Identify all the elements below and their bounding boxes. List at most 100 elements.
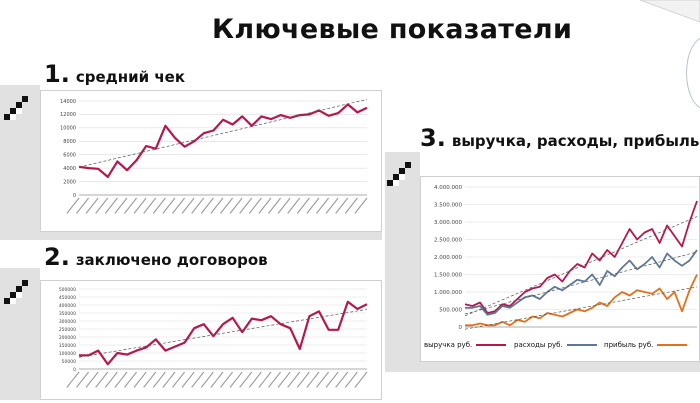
x-tick-mark	[248, 371, 262, 388]
x-tick-mark	[76, 197, 90, 214]
legend-swatch	[476, 344, 507, 346]
corner-fold-decoration	[639, 0, 700, 23]
x-tick-mark	[335, 371, 349, 388]
trend-line	[78, 308, 368, 358]
y-tick-label: 0	[73, 367, 76, 373]
x-tick-mark	[210, 197, 224, 214]
section-1-heading: 1. средний чек	[44, 60, 185, 88]
legend-label: расходы руб.	[514, 341, 563, 349]
series-line	[78, 103, 368, 179]
y-tick-label: 3.500.000	[434, 202, 462, 208]
y-tick-label: 250000	[59, 327, 76, 333]
x-tick-mark	[124, 371, 138, 388]
x-tick-mark	[220, 371, 234, 388]
x-tick-mark	[143, 197, 157, 214]
x-tick-mark	[248, 197, 262, 214]
x-tick-mark	[335, 197, 349, 214]
pixel-staircase-icon	[387, 162, 411, 186]
x-tick-mark	[66, 371, 80, 388]
x-tick-mark	[354, 197, 368, 214]
x-tick-mark	[296, 197, 310, 214]
x-tick-mark	[191, 371, 205, 388]
x-tick-mark	[162, 197, 176, 214]
y-tick-label: 150000	[59, 343, 76, 349]
legend-swatch	[657, 344, 688, 346]
x-tick-mark	[344, 197, 358, 214]
x-tick-mark	[114, 371, 128, 388]
x-tick-mark	[296, 371, 310, 388]
y-tick-label: 200000	[59, 335, 76, 341]
section-label: выручка, расходы, прибыль	[451, 132, 700, 150]
y-tick-label: 1.500.000	[434, 272, 462, 278]
corner-ring-decoration	[686, 36, 700, 110]
x-tick-mark	[114, 197, 128, 214]
series-line	[79, 300, 368, 366]
y-tick-label: 12000	[60, 112, 76, 118]
series-line	[464, 200, 698, 314]
x-tick-mark	[229, 371, 243, 388]
x-tick-mark	[104, 197, 118, 214]
y-tick-label: 14000	[60, 99, 76, 105]
trend-line	[464, 286, 698, 330]
x-tick-mark	[325, 197, 339, 214]
y-tick-label: 6000	[63, 153, 76, 159]
x-tick-mark	[268, 197, 282, 214]
section-label: средний чек	[75, 68, 186, 86]
section-number: 3.	[420, 124, 446, 152]
x-tick-mark	[104, 371, 118, 388]
trend-line	[464, 251, 698, 315]
legend-item-expenses: расходы руб.	[514, 341, 597, 349]
y-tick-label: 0	[459, 325, 463, 331]
y-tick-label: 350000	[59, 311, 76, 317]
pixel-staircase-icon	[4, 96, 28, 120]
y-tick-label: 1.000.000	[434, 290, 462, 296]
chart-contracts: 0 50000 100000 150000 200000 250000 300000 3500…	[40, 280, 382, 400]
y-tick-label: 10000	[60, 126, 76, 132]
x-tick-mark	[258, 371, 272, 388]
section-2-heading: 2. заключено договоров	[44, 243, 268, 271]
y-tick-label: 400000	[59, 303, 76, 309]
x-tick-mark	[124, 197, 138, 214]
pixel-staircase-icon	[4, 280, 28, 304]
y-tick-label: 4.000.000	[434, 185, 462, 191]
band-1-bottom	[40, 232, 382, 240]
x-tick-mark	[316, 197, 330, 214]
x-tick-mark	[200, 197, 214, 214]
x-tick-mark	[76, 371, 90, 388]
y-tick-label: 450000	[59, 295, 76, 301]
x-tick-mark	[277, 371, 291, 388]
x-tick-mark	[143, 371, 157, 388]
chart-3-legend: выручка руб. расходы руб. прибыль руб.	[422, 341, 700, 357]
x-tick-mark	[66, 197, 80, 214]
x-tick-mark	[162, 371, 176, 388]
y-tick-label: 2000	[63, 179, 76, 185]
y-tick-label: 3.000.000	[434, 220, 462, 226]
y-tick-label: 0	[73, 193, 76, 199]
band-3-left	[385, 152, 420, 372]
x-tick-mark	[229, 197, 243, 214]
x-tick-mark	[344, 371, 358, 388]
y-tick-label: 4000	[63, 166, 76, 172]
x-tick-mark	[306, 197, 320, 214]
section-label: заключено договоров	[75, 251, 268, 269]
x-tick-mark	[133, 371, 147, 388]
y-tick-label: 8000	[63, 139, 76, 145]
x-tick-mark	[181, 371, 195, 388]
legend-label: прибыль руб.	[604, 341, 654, 349]
x-tick-mark	[95, 197, 109, 214]
x-tick-mark	[181, 197, 195, 214]
x-tick-mark	[133, 197, 147, 214]
x-tick-mark	[325, 371, 339, 388]
x-tick-mark	[306, 371, 320, 388]
x-tick-mark	[85, 371, 99, 388]
x-tick-mark	[354, 371, 368, 388]
x-tick-mark	[239, 371, 253, 388]
x-tick-mark	[95, 371, 109, 388]
y-tick-label: 2.500.000	[434, 237, 462, 243]
x-tick-mark	[287, 371, 301, 388]
y-tick-label: 50000	[62, 359, 76, 365]
x-tick-mark	[316, 371, 330, 388]
slide-title: Ключевые показатели	[212, 14, 573, 45]
x-tick-mark	[200, 371, 214, 388]
section-3-heading: 3. выручка, расходы, прибыль	[420, 124, 699, 152]
